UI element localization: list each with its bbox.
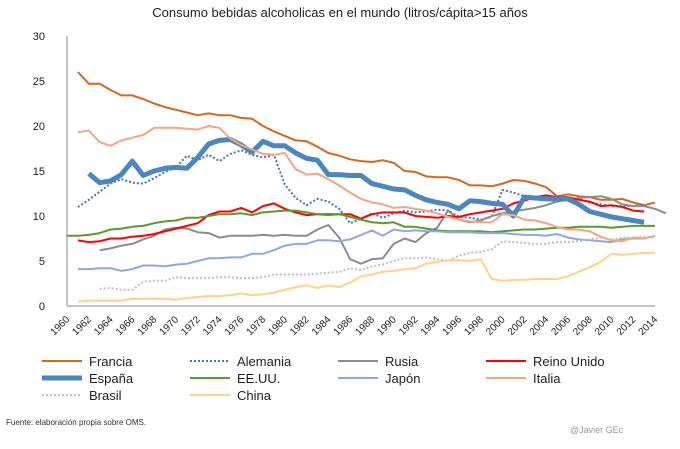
x-tick-label: 2008	[571, 314, 595, 338]
x-tick-label: 2006	[549, 314, 573, 338]
series-line-francia	[77, 71, 656, 207]
x-tick-label: 1992	[397, 314, 421, 338]
x-tick-label: 2014	[637, 314, 661, 338]
x-tick-label: 1980	[266, 314, 290, 338]
x-tick-label: 2000	[484, 314, 508, 338]
x-tick-label: 1996	[441, 314, 465, 338]
legend-label: China	[237, 388, 272, 403]
series-line-brasil	[99, 235, 656, 291]
legend-label: Brasil	[89, 388, 122, 403]
x-tick-label: 2002	[506, 314, 530, 338]
x-tick-label: 1998	[462, 314, 486, 338]
source-note: Fuente: elaboración propia sobre OMS.	[6, 418, 147, 427]
x-tick-label: 1988	[353, 314, 377, 338]
x-tick-label: 2012	[615, 314, 639, 338]
chart-title: Consumo bebidas alcoholicas en el mundo …	[152, 5, 528, 20]
x-tick-label: 1966	[114, 314, 138, 338]
x-tick-label: 2010	[593, 314, 617, 338]
legend-label: España	[89, 371, 134, 386]
legend-label: Francia	[89, 354, 133, 369]
y-tick-label: 30	[33, 31, 45, 43]
y-tick-label: 10	[33, 211, 45, 223]
legend-label: EE.UU.	[237, 371, 280, 386]
series-line-japn	[77, 228, 645, 272]
x-tick-label: 1974	[201, 314, 225, 338]
legend-label: Alemania	[237, 354, 292, 369]
x-tick-label: 1964	[92, 314, 116, 338]
x-tick-label: 2004	[528, 314, 552, 338]
x-tick-label: 1972	[179, 314, 203, 338]
x-tick-label: 1962	[70, 314, 94, 338]
x-tick-label: 1984	[310, 314, 334, 338]
legend-label: Japón	[385, 371, 420, 386]
x-tick-label: 1978	[245, 314, 269, 338]
y-tick-label: 15	[33, 166, 45, 178]
legend-label: Italia	[533, 371, 561, 386]
x-tick-label: 1968	[136, 314, 160, 338]
legend-label: Rusia	[385, 354, 419, 369]
x-tick-label: 1990	[375, 314, 399, 338]
x-tick-label: 1970	[157, 314, 181, 338]
y-tick-label: 25	[33, 76, 45, 88]
series-line-eeuu	[67, 209, 655, 237]
series-line-italia	[77, 125, 656, 243]
credit: @Javier GEc	[570, 425, 624, 435]
y-tick-label: 20	[33, 121, 45, 133]
x-tick-label: 1994	[419, 314, 443, 338]
series-line-china	[77, 251, 655, 303]
y-tick-label: 5	[39, 256, 45, 268]
x-tick-label: 1986	[332, 314, 356, 338]
x-tick-label: 1976	[223, 314, 247, 338]
x-tick-label: 1960	[49, 314, 73, 338]
y-tick-label: 0	[39, 301, 45, 313]
x-tick-label: 1982	[288, 314, 312, 338]
series-line-espaa	[87, 137, 645, 225]
legend-label: Reino Unido	[533, 354, 605, 369]
